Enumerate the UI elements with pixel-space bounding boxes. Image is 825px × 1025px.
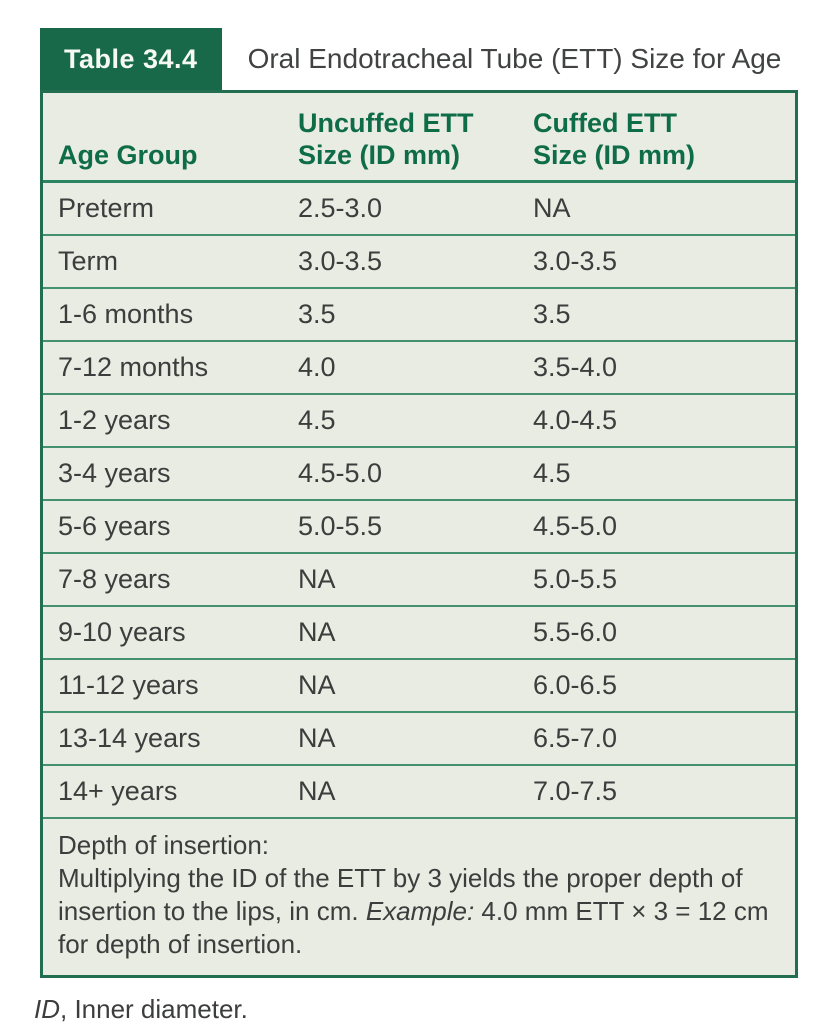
cuffed-cell: NA — [533, 193, 571, 223]
column-header-line2: Size (ID mm) — [298, 140, 461, 170]
footnote-example-label: Example: — [365, 896, 475, 926]
cuffed-cell: 7.0-7.5 — [533, 776, 618, 806]
cuffed-cell: 4.5 — [533, 458, 571, 488]
table-row: 1-6 months 3.5 3.5 — [43, 289, 795, 342]
age-cell: 14+ years — [58, 776, 178, 806]
uncuffed-cell: NA — [298, 723, 336, 753]
age-cell: Term — [58, 246, 118, 276]
column-header-uncuffed: Uncuffed ETT Size (ID mm) — [283, 107, 518, 180]
column-header-age-group: Age Group — [43, 107, 283, 180]
column-header-line2: Size (ID mm) — [533, 140, 696, 170]
age-cell: 7-8 years — [58, 564, 171, 594]
uncuffed-cell: NA — [298, 670, 336, 700]
footnote-text: Multiplying the ID of the ETT by 3 yield… — [58, 863, 743, 926]
column-header-line1: Uncuffed ETT — [298, 108, 474, 138]
table-number-badge: Table 34.4 — [40, 28, 222, 90]
column-header-cuffed: Cuffed ETT Size (ID mm) — [518, 107, 795, 180]
table-row: 5-6 years 5.0-5.5 4.5-5.0 — [43, 501, 795, 554]
age-cell: 11-12 years — [58, 670, 199, 700]
footnote-heading: Depth of insertion: — [58, 830, 270, 860]
table-row: 14+ years NA 7.0-7.5 — [43, 766, 795, 819]
age-cell: 7-12 months — [58, 352, 209, 382]
table-footnote: Depth of insertion: Multiplying the ID o… — [43, 819, 795, 975]
age-cell: Preterm — [58, 193, 155, 223]
table-row: 3-4 years 4.5-5.0 4.5 — [43, 448, 795, 501]
table-title: Oral Endotracheal Tube (ETT) Size for Ag… — [247, 43, 782, 74]
table-row: 1-2 years 4.5 4.0-4.5 — [43, 395, 795, 448]
uncuffed-cell: 4.5-5.0 — [298, 458, 383, 488]
uncuffed-cell: NA — [298, 564, 336, 594]
cuffed-cell: 3.0-3.5 — [533, 246, 618, 276]
cuffed-cell: 6.5-7.0 — [533, 723, 618, 753]
uncuffed-cell: 3.5 — [298, 299, 336, 329]
uncuffed-cell: 5.0-5.5 — [298, 511, 383, 541]
cuffed-cell: 5.0-5.5 — [533, 564, 618, 594]
uncuffed-cell: NA — [298, 617, 336, 647]
ett-size-table: Age Group Uncuffed ETT Size (ID mm) Cuff… — [40, 90, 798, 978]
cuffed-cell: 5.5-6.0 — [533, 617, 618, 647]
cuffed-cell: 4.5-5.0 — [533, 511, 618, 541]
table-figure: Table 34.4 Oral Endotracheal Tube (ETT) … — [34, 28, 798, 1025]
column-header-line1: Cuffed ETT — [533, 108, 677, 138]
cuffed-cell: 6.0-6.5 — [533, 670, 618, 700]
uncuffed-cell: 4.0 — [298, 352, 336, 382]
table-caption-bar: Table 34.4 Oral Endotracheal Tube (ETT) … — [40, 28, 798, 90]
cuffed-cell: 3.5-4.0 — [533, 352, 618, 382]
abbreviation-note: ID, Inner diameter. — [34, 994, 798, 1025]
table-row: 9-10 years NA 5.5-6.0 — [43, 607, 795, 660]
column-header-label: Age Group — [58, 140, 198, 170]
age-cell: 3-4 years — [58, 458, 171, 488]
table-row: 13-14 years NA 6.5-7.0 — [43, 713, 795, 766]
age-cell: 1-6 months — [58, 299, 194, 329]
cuffed-cell: 3.5 — [533, 299, 571, 329]
age-cell: 1-2 years — [58, 405, 171, 435]
footnote-text: 4.0 mm ETT × 3 = 12 cm for depth of inse… — [58, 896, 769, 959]
uncuffed-cell: NA — [298, 776, 336, 806]
table-row: 7-8 years NA 5.0-5.5 — [43, 554, 795, 607]
age-cell: 5-6 years — [58, 511, 171, 541]
uncuffed-cell: 4.5 — [298, 405, 336, 435]
table-row: 11-12 years NA 6.0-6.5 — [43, 660, 795, 713]
age-cell: 9-10 years — [58, 617, 186, 647]
table-header-row: Age Group Uncuffed ETT Size (ID mm) Cuff… — [43, 93, 795, 183]
abbreviation-term: ID — [34, 994, 60, 1024]
table-row: Preterm 2.5-3.0 NA — [43, 183, 795, 236]
cuffed-cell: 4.0-4.5 — [533, 405, 618, 435]
uncuffed-cell: 3.0-3.5 — [298, 246, 383, 276]
abbreviation-definition: , Inner diameter. — [60, 994, 248, 1024]
footnote-body: Multiplying the ID of the ETT by 3 yield… — [58, 862, 775, 961]
age-cell: 13-14 years — [58, 723, 201, 753]
table-row: 7-12 months 4.0 3.5-4.0 — [43, 342, 795, 395]
uncuffed-cell: 2.5-3.0 — [298, 193, 383, 223]
table-row: Term 3.0-3.5 3.0-3.5 — [43, 236, 795, 289]
